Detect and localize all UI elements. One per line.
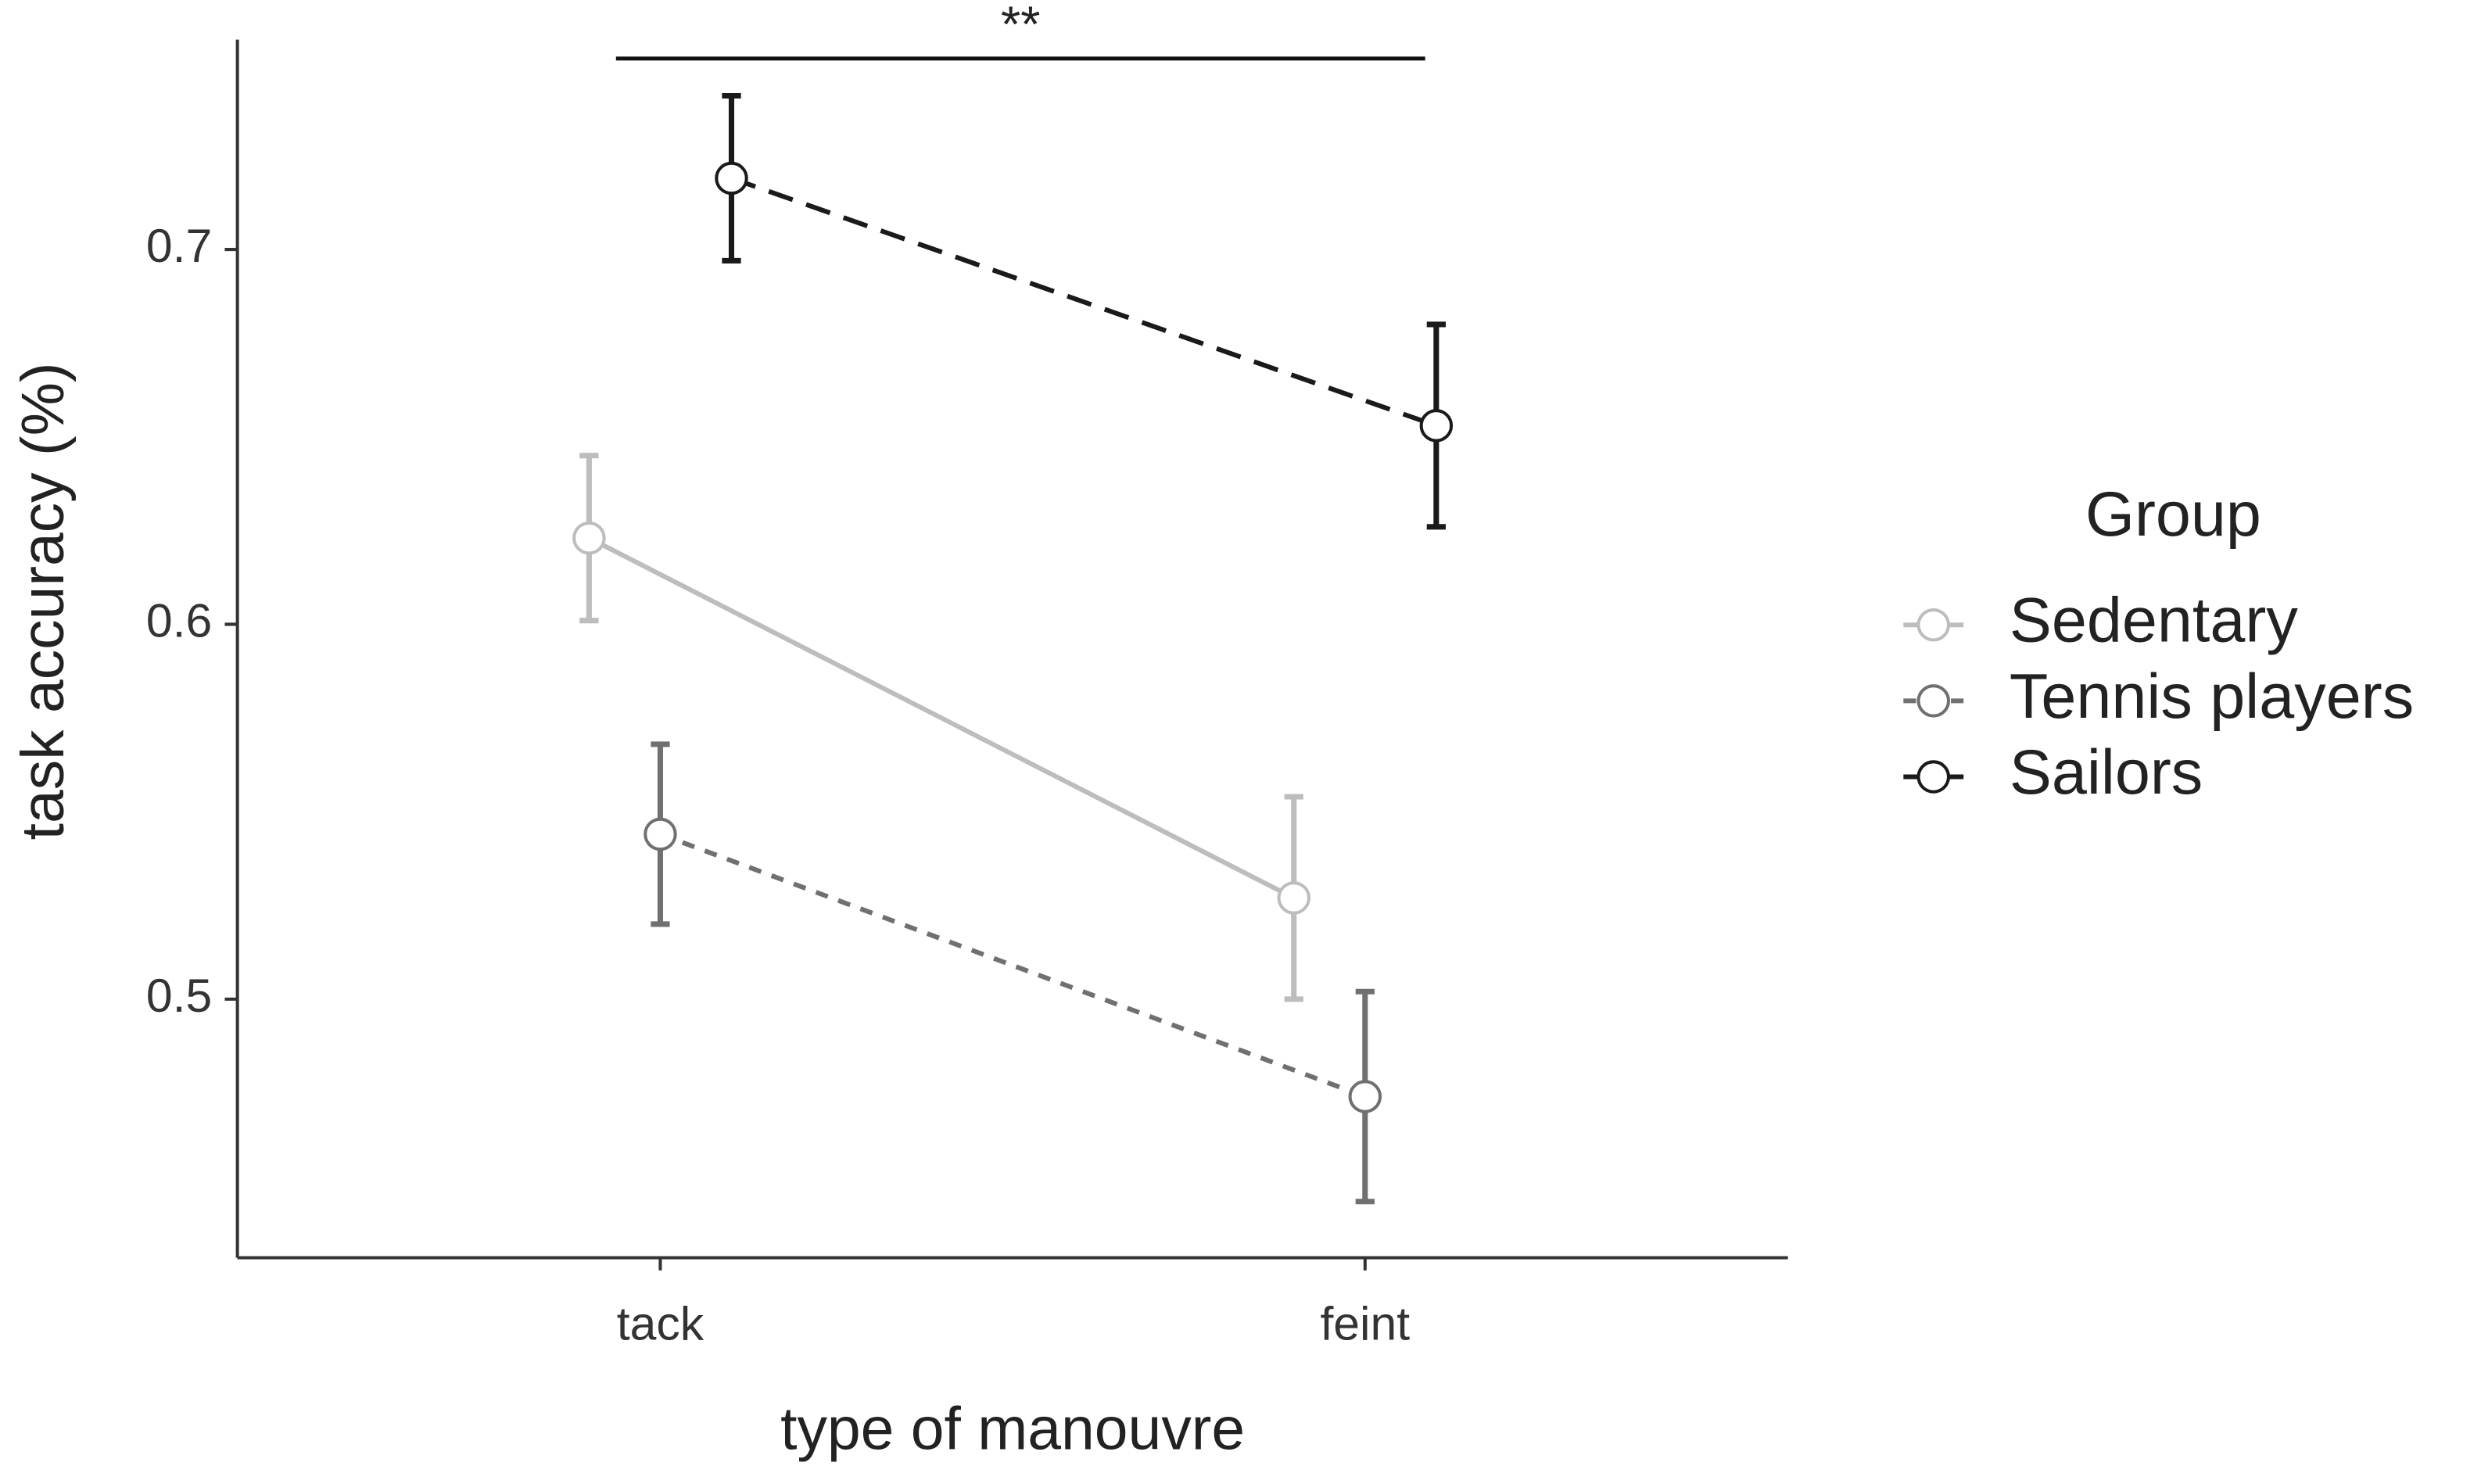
point [572, 521, 606, 555]
y-tick-label: 0.5 [146, 969, 212, 1022]
series-line [730, 176, 1437, 428]
y-tick-label: 0.7 [146, 219, 212, 272]
legend-title: Group [2085, 479, 2261, 550]
legend-key-point [1916, 608, 1951, 642]
series-line [659, 832, 1366, 1099]
legend-key-point [1916, 684, 1951, 718]
point [715, 161, 748, 195]
point [644, 817, 677, 851]
significance-label: ** [1001, 0, 1040, 53]
x-axis-title: type of manouvre [780, 1396, 1245, 1463]
legend-label: Sailors [2010, 737, 2203, 808]
x-tick-label: tack [617, 1297, 705, 1350]
y-axis-title: task accuracy (%) [9, 362, 77, 840]
x-tick-label: feint [1320, 1297, 1410, 1350]
point [1277, 881, 1310, 915]
point [1348, 1080, 1382, 1113]
point [1419, 409, 1454, 443]
legend-label: Sedentary [2010, 586, 2298, 656]
legend-label: Tennis players [2010, 661, 2414, 732]
legend-key-point [1916, 760, 1951, 794]
y-tick-label: 0.6 [146, 593, 212, 647]
series-line [588, 536, 1296, 901]
